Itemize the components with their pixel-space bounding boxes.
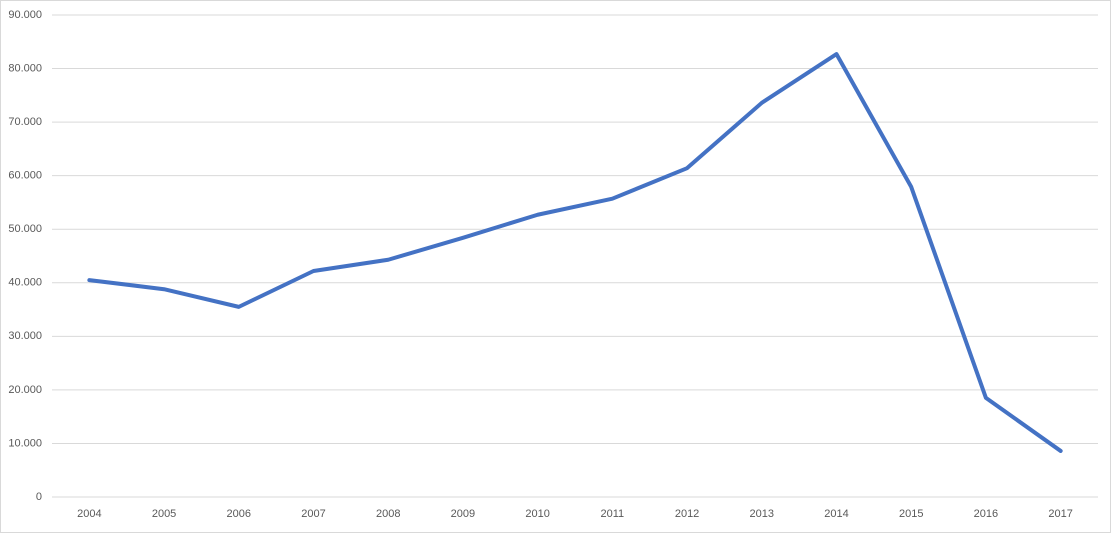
line-series: [87, 52, 1063, 453]
y-tick-label: 20.000: [8, 384, 42, 396]
x-tick-label: 2009: [451, 508, 475, 520]
x-tick-label: 2017: [1048, 508, 1072, 520]
x-tick-label: 2010: [525, 508, 549, 520]
x-tick-label: 2015: [899, 508, 923, 520]
y-tick-label: 40.000: [8, 277, 42, 289]
y-tick-label: 30.000: [8, 330, 42, 342]
x-tick-label: 2006: [227, 508, 251, 520]
x-tick-label: 2008: [376, 508, 400, 520]
x-tick-label: 2011: [601, 508, 625, 520]
y-tick-label: 70.000: [8, 116, 42, 128]
x-tick-label: 2004: [77, 508, 101, 520]
y-tick-label: 10.000: [8, 437, 42, 449]
x-tick-label: 2012: [675, 508, 699, 520]
y-tick-label: 50.000: [8, 223, 42, 235]
x-tick-label: 2014: [824, 508, 848, 520]
y-tick-label: 0: [36, 491, 42, 503]
x-tick-label: 2007: [301, 508, 325, 520]
x-tick-label: 2005: [152, 508, 176, 520]
x-tick-label: 2016: [974, 508, 998, 520]
y-tick-label: 90.000: [8, 9, 42, 21]
y-tick-label: 60.000: [8, 170, 42, 182]
y-tick-label: 80.000: [8, 62, 42, 74]
x-tick-label: 2013: [750, 508, 774, 520]
